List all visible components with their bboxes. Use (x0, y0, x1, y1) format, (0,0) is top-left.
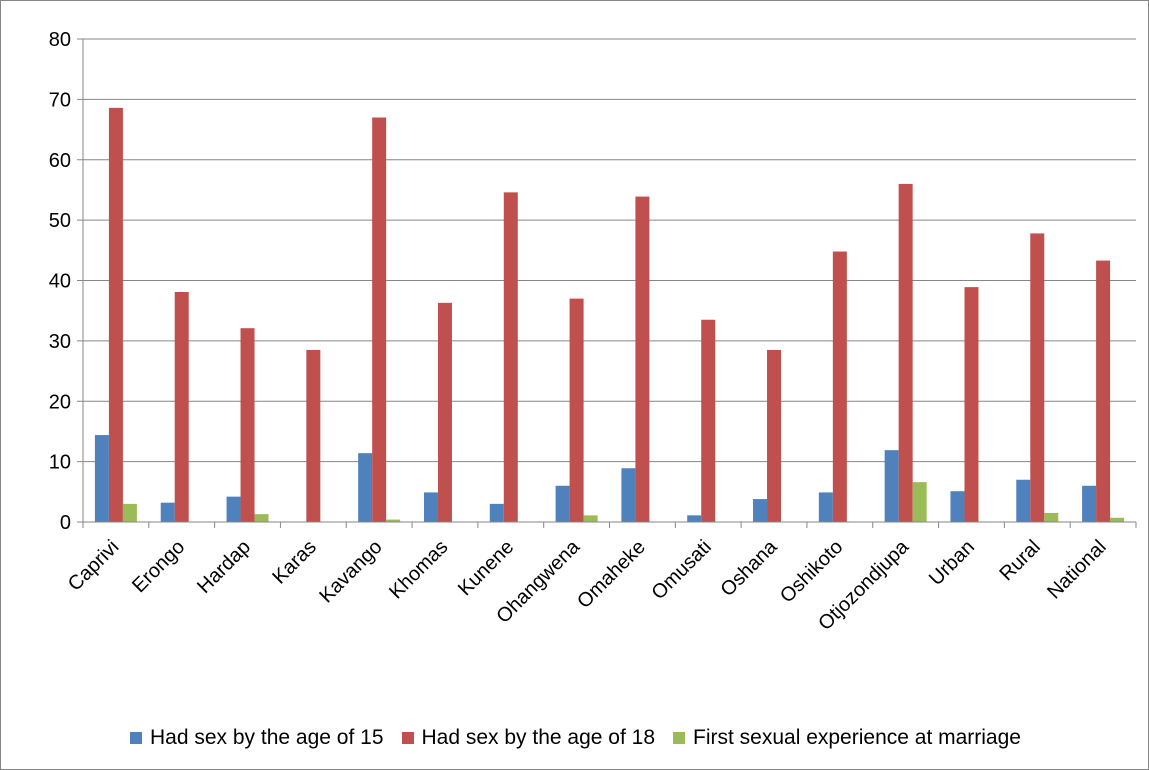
bar (832, 251, 847, 522)
bar (569, 298, 584, 522)
bar (753, 499, 768, 522)
bar (950, 491, 965, 522)
y-tick-label: 70 (49, 89, 71, 111)
bar (1030, 233, 1045, 522)
bar (1082, 485, 1097, 522)
x-tick-label: Hardap (193, 536, 255, 598)
x-tick-label: Kunene (454, 536, 518, 600)
bar (306, 349, 321, 522)
bar (912, 482, 927, 522)
x-tick-label: Khomas (385, 536, 452, 603)
bar (489, 503, 504, 522)
bar (818, 492, 833, 522)
bar (1110, 517, 1125, 522)
bar (226, 496, 241, 522)
legend-entry: Had sex by the age of 15 (130, 726, 384, 750)
bar (503, 192, 518, 523)
bar (108, 107, 123, 522)
legend-swatch (401, 732, 414, 744)
bar (898, 183, 913, 522)
bar (635, 196, 650, 523)
x-tick-label: Kavango (315, 536, 386, 607)
bar (160, 502, 175, 522)
bar (884, 450, 899, 522)
legend-entry: Had sex by the age of 18 (401, 726, 656, 750)
bar (1096, 260, 1111, 522)
x-tick-label: Rural (995, 536, 1044, 585)
bar (1044, 512, 1059, 522)
y-axis-tick-labels: 0 10 20 30 40 50 60 70 80 (49, 29, 71, 534)
bar (1016, 479, 1031, 522)
legend-swatch (673, 732, 685, 744)
x-tick-label: National (1043, 536, 1110, 603)
y-tick-label: 20 (49, 391, 71, 413)
y-tick-label: 60 (49, 150, 71, 172)
bar (583, 515, 598, 522)
legend-label: Had sex by the age of 18 (421, 726, 656, 749)
legend-label: Had sex by the age of 15 (150, 726, 384, 749)
y-tick-label: 30 (49, 331, 71, 353)
bar (701, 319, 716, 522)
y-tick-label: 80 (49, 29, 71, 51)
bar (437, 302, 452, 522)
y-tick-label: 40 (49, 271, 71, 293)
x-tick-label: Caprivi (64, 536, 124, 596)
bar (240, 328, 255, 522)
bar (174, 291, 189, 522)
y-tick-label: 50 (49, 210, 71, 232)
bar-chart: 0 10 20 30 40 50 60 70 80 Caprivi Erongo Hardap Kar… (49, 29, 1137, 635)
x-tick-label: Erongo (128, 536, 189, 597)
legend-entry: First sexual experience at marriage (673, 726, 1021, 750)
x-tick-label: Urban (925, 536, 979, 590)
bar (687, 515, 702, 522)
y-tick-label: 10 (49, 452, 71, 474)
bar (358, 453, 373, 522)
bar (94, 435, 109, 522)
x-tick-label: Omusati (648, 536, 716, 604)
legend-label: First sexual experience at marriage (693, 726, 1021, 749)
legend-swatch (130, 732, 142, 744)
bar (386, 519, 401, 522)
bar (122, 503, 137, 522)
y-tick-label: 0 (60, 512, 71, 534)
gridlines (77, 38, 1136, 523)
x-tick-label: Oshana (716, 535, 782, 601)
x-tick-label: Karas (268, 536, 321, 589)
bar (254, 514, 269, 522)
bar (621, 468, 636, 522)
bar (372, 117, 387, 523)
legend: Had sex by the age of 15 Had sex by the a… (1, 723, 1149, 753)
x-tick-label: Omaheke (573, 536, 650, 613)
bar (555, 485, 570, 522)
bar (423, 492, 438, 522)
x-axis (82, 39, 1137, 528)
bar (767, 349, 782, 522)
bar (964, 287, 979, 522)
bars (94, 107, 1125, 523)
